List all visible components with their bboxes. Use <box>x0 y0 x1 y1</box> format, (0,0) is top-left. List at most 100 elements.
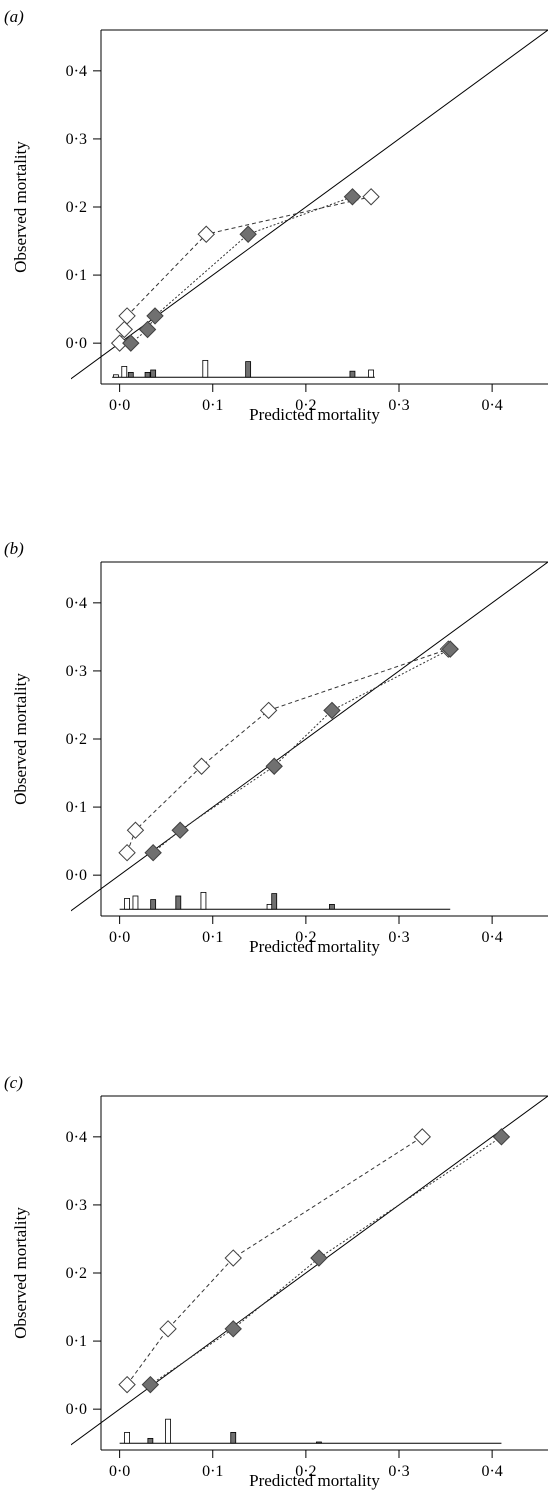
x-tick-label: 0·2 <box>295 1463 316 1480</box>
filled-diamond-point <box>343 188 362 206</box>
open-diamond-point <box>413 1128 431 1146</box>
y-tick-label: 0·1 <box>66 799 87 816</box>
x-tick-label: 0·0 <box>109 397 130 414</box>
histogram-bar <box>132 895 139 910</box>
y-tick-label: 0·4 <box>66 595 87 612</box>
filled-diamond-point <box>492 1128 511 1146</box>
filled-diamond-point <box>171 821 189 839</box>
series-line-open <box>126 1136 423 1385</box>
plot-area <box>71 30 548 380</box>
x-axis-title: Predicted mortality <box>249 937 380 956</box>
filled-diamond-point <box>310 1249 328 1267</box>
y-tick-label: 0·3 <box>66 131 87 148</box>
y-tick-label: 0·1 <box>66 267 87 284</box>
y-axis-title: Observed mortality <box>11 141 30 273</box>
filled-diamond-point <box>146 307 164 325</box>
open-diamond-point <box>259 701 278 720</box>
filled-diamond-point <box>265 757 283 775</box>
x-axis-title: Predicted mortality <box>249 1471 380 1490</box>
histogram-bar <box>150 369 157 378</box>
x-tick-label: 0·2 <box>295 397 316 414</box>
filled-diamond-point <box>239 225 257 243</box>
histogram-bar <box>329 903 335 910</box>
y-tick-label: 0·3 <box>66 1197 87 1214</box>
y-tick-label: 0·4 <box>66 1129 87 1146</box>
open-diamond-point <box>362 188 380 206</box>
y-tick-label: 0·0 <box>66 335 87 352</box>
histogram-bar <box>165 1418 171 1444</box>
plot-area <box>71 562 548 912</box>
x-tick-label: 0·4 <box>481 1463 502 1480</box>
filled-diamond-point <box>224 1320 242 1338</box>
x-tick-label: 0·4 <box>481 929 502 946</box>
histogram-bar <box>271 893 278 910</box>
histogram-bar <box>368 369 374 378</box>
open-diamond-point <box>118 843 136 862</box>
panel-label: (c) <box>4 1073 23 1092</box>
y-axis-title: Observed mortality <box>11 673 30 805</box>
open-diamond-point <box>126 821 145 839</box>
open-diamond-point <box>224 1249 242 1267</box>
y-tick-label: 0·2 <box>66 731 87 748</box>
x-tick-label: 0·1 <box>202 929 223 946</box>
open-diamond-point <box>118 1375 136 1394</box>
series-line-open <box>126 648 449 853</box>
histogram-bar <box>147 1437 154 1444</box>
x-tick-label: 0·3 <box>388 397 409 414</box>
x-tick-label: 0·3 <box>388 929 409 946</box>
histogram-bar <box>266 903 273 910</box>
reference-line <box>71 1096 548 1446</box>
x-tick-label: 0·3 <box>388 1463 409 1480</box>
panel-label: (b) <box>4 539 24 558</box>
filled-diamond-point <box>141 1375 160 1394</box>
histogram-bar <box>200 891 207 910</box>
panel-c: (c) 0·0 0·1 0·2 0·3 0·4 0·0 0·1 0·2 0·3 0·4 Predict… <box>4 1073 548 1490</box>
filled-diamond-point <box>122 334 140 352</box>
histogram-bar <box>144 371 151 378</box>
y-tick-label: 0·0 <box>66 867 87 884</box>
histogram-bar <box>150 899 157 910</box>
x-tick-label: 0·2 <box>295 929 316 946</box>
y-tick-label: 0·3 <box>66 663 87 680</box>
filled-diamond-point <box>144 843 162 862</box>
y-tick-label: 0·0 <box>66 1401 87 1418</box>
panel-label: (a) <box>4 7 24 26</box>
filled-diamond-point <box>441 640 459 658</box>
histogram-bar <box>124 897 130 910</box>
histogram-bar <box>230 1431 237 1444</box>
x-tick-label: 0·0 <box>109 929 130 946</box>
histogram-bar <box>127 371 134 378</box>
series-line-filled <box>130 196 353 344</box>
histogram-bar <box>202 359 209 378</box>
histogram-bar <box>245 361 252 378</box>
x-tick-label: 0·4 <box>481 397 502 414</box>
histogram-bar <box>124 1431 130 1444</box>
y-tick-label: 0·2 <box>66 199 87 216</box>
y-tick-label: 0·4 <box>66 63 87 80</box>
series-line-filled <box>150 1136 502 1386</box>
open-diamond-point <box>159 1320 177 1338</box>
y-axis-title: Observed mortality <box>11 1207 30 1339</box>
x-tick-label: 0·0 <box>109 1463 130 1480</box>
y-tick-label: 0·1 <box>66 1333 87 1350</box>
histogram-bar <box>175 895 182 910</box>
histogram-bar <box>316 1441 322 1444</box>
filled-diamond-point <box>323 701 341 720</box>
panel-a: (a) 0·0 0·1 0·2 0·3 0·4 0·0 0·1 0·2 0·3 0·4 Predict… <box>4 7 548 424</box>
x-tick-label: 0·1 <box>202 1463 223 1480</box>
histogram-bar <box>113 374 119 378</box>
filled-diamond-point <box>138 320 157 339</box>
histogram-bar <box>349 370 356 378</box>
x-axis-title: Predicted mortality <box>249 405 380 424</box>
x-tick-label: 0·1 <box>202 397 223 414</box>
panel-b: (b) 0·0 0·1 0·2 0·3 0·4 0·0 0·1 0·2 0·3 0·4 Predict… <box>4 539 548 956</box>
histogram-bar <box>121 365 128 378</box>
series-line-filled <box>152 648 451 854</box>
plot-area <box>71 1096 548 1446</box>
reference-line <box>71 562 548 912</box>
open-diamond-point <box>192 757 211 775</box>
open-diamond-point <box>118 307 136 325</box>
y-tick-label: 0·2 <box>66 1265 87 1282</box>
open-diamond-point <box>115 320 133 339</box>
